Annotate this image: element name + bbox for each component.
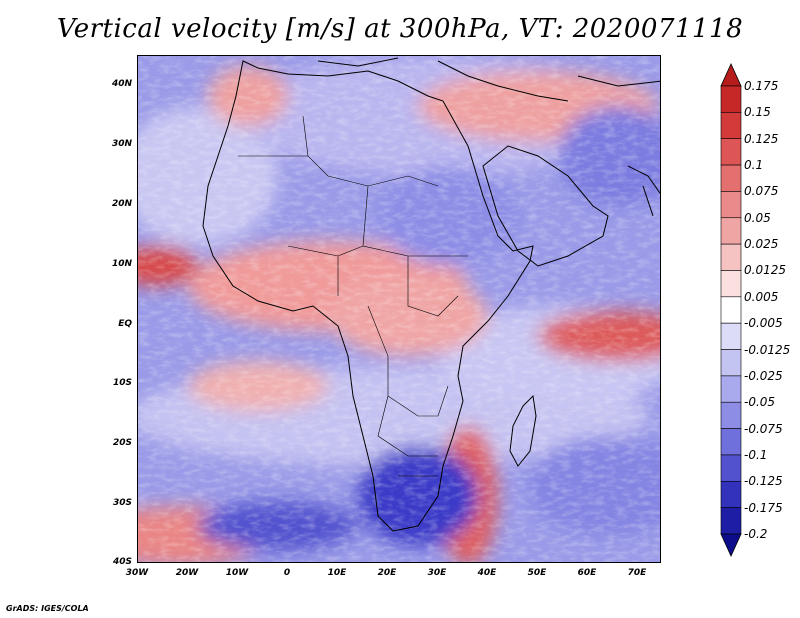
lon-label: 20E bbox=[377, 568, 397, 578]
colorbar-label: 0.0125 bbox=[744, 263, 786, 278]
colorbar-swatch bbox=[720, 507, 742, 535]
colorbar-label: 0.025 bbox=[744, 237, 779, 252]
colorbar-swatch bbox=[720, 164, 742, 192]
lon-label: 50E bbox=[527, 568, 547, 578]
colorbar-label: -0.0125 bbox=[744, 342, 791, 357]
colorbar-label: -0.075 bbox=[744, 421, 783, 436]
lat-label: 20S bbox=[112, 438, 132, 448]
colorbar-swatch bbox=[720, 375, 742, 403]
colorbar bbox=[720, 63, 742, 557]
lon-label: 40E bbox=[477, 568, 497, 578]
colorbar-label: 0.005 bbox=[744, 289, 779, 304]
lat-label: 10N bbox=[111, 259, 132, 269]
colorbar-swatch bbox=[720, 85, 742, 113]
colorbar-swatch bbox=[720, 349, 742, 377]
north-coastline bbox=[317, 57, 660, 102]
lon-label: 20W bbox=[175, 568, 199, 578]
arabia-coastline bbox=[482, 145, 609, 267]
country-borders bbox=[238, 115, 468, 477]
lon-label: 10W bbox=[225, 568, 249, 578]
lon-label: 30W bbox=[125, 568, 149, 578]
colorbar-swatch bbox=[720, 454, 742, 482]
map-title: Vertical velocity [m/s] at 300hPa, VT: 2… bbox=[56, 14, 744, 44]
colorbar-label: -0.2 bbox=[744, 527, 768, 541]
lon-label: 0 bbox=[283, 568, 291, 578]
colorbar-swatch bbox=[720, 243, 742, 271]
colorbar-swatch bbox=[720, 270, 742, 298]
colorbar-label: -0.005 bbox=[744, 316, 783, 331]
colorbar-swatch bbox=[720, 138, 742, 166]
colorbar-label: 0.125 bbox=[744, 131, 779, 146]
lat-label: 40S bbox=[112, 557, 132, 567]
colorbar-label: 0.15 bbox=[744, 105, 771, 120]
india-coastline bbox=[627, 165, 660, 217]
lat-label: 40N bbox=[111, 79, 132, 89]
border-lines bbox=[238, 115, 468, 477]
lat-label: 20N bbox=[111, 199, 132, 209]
colorbar-label: 0.075 bbox=[744, 184, 779, 199]
colorbar-label: 0.175 bbox=[744, 79, 779, 93]
colorbar-label: -0.05 bbox=[744, 395, 776, 410]
colorbar-max-arrow bbox=[720, 63, 742, 87]
colorbar-min-arrow bbox=[720, 533, 742, 557]
colorbar-label: -0.175 bbox=[744, 500, 783, 515]
lon-label: 30E bbox=[427, 568, 447, 578]
colorbar-swatch bbox=[720, 217, 742, 245]
vertical-velocity-field bbox=[138, 56, 660, 562]
colorbar-swatch bbox=[720, 428, 742, 456]
lat-label: 30S bbox=[112, 498, 132, 508]
colorbar-label: -0.1 bbox=[744, 447, 768, 462]
field-texture bbox=[138, 56, 660, 562]
lon-label: 60E bbox=[577, 568, 597, 578]
coastlines bbox=[202, 57, 660, 532]
lat-label: 10S bbox=[112, 378, 132, 388]
colorbar-swatch bbox=[720, 401, 742, 429]
lat-label: EQ bbox=[118, 319, 132, 329]
madagascar-coastline bbox=[509, 394, 537, 467]
map-panel bbox=[137, 55, 661, 563]
colorbar-label: 0.05 bbox=[744, 210, 771, 225]
grads-credit: GrADS: IGES/COLA bbox=[6, 604, 89, 613]
colorbar-label: -0.025 bbox=[744, 368, 783, 383]
colorbar-swatch bbox=[720, 480, 742, 508]
lon-label: 70E bbox=[627, 568, 647, 578]
colorbar-swatch bbox=[720, 112, 742, 140]
lat-label: 30N bbox=[111, 139, 132, 149]
colorbar-label: -0.125 bbox=[744, 474, 783, 489]
colorbar-swatch bbox=[720, 322, 742, 350]
colorbar-swatch bbox=[720, 296, 742, 324]
lon-label: 10E bbox=[327, 568, 347, 578]
africa-coastline bbox=[202, 60, 534, 532]
colorbar-label: 0.1 bbox=[744, 158, 764, 173]
colorbar-swatch bbox=[720, 191, 742, 219]
